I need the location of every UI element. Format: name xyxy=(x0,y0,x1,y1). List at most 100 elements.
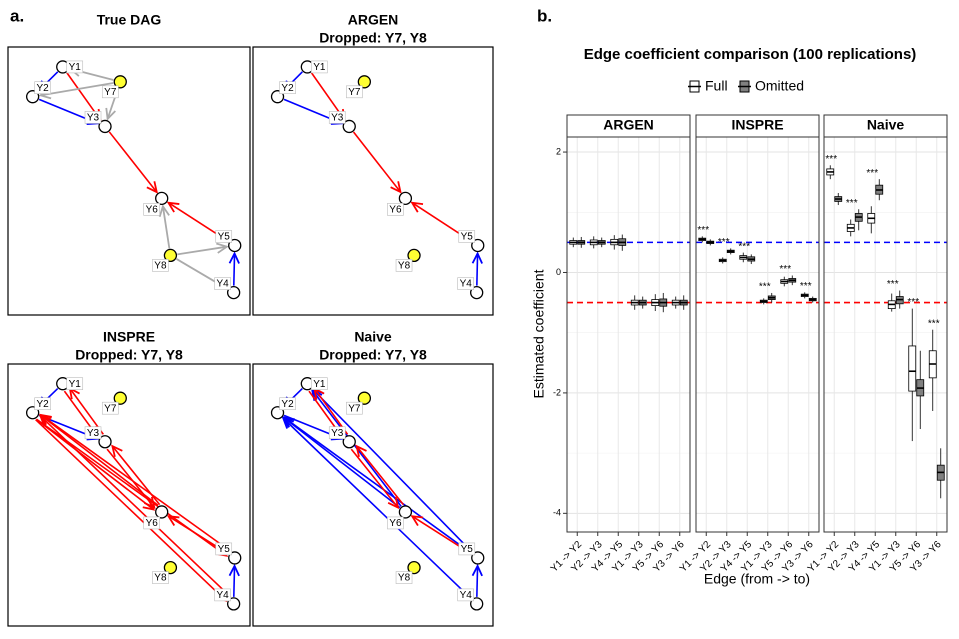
significance-label: *** xyxy=(928,318,940,329)
diagram-frame xyxy=(252,363,494,627)
node-label-box xyxy=(279,397,296,411)
facet-frame xyxy=(823,136,948,533)
node-label-box xyxy=(152,259,169,272)
node-label-box xyxy=(101,85,119,99)
diagram-frame xyxy=(7,46,251,316)
legend-label: Omitted xyxy=(755,78,804,94)
node-label: Y4 xyxy=(460,279,473,290)
arrowhead xyxy=(228,563,240,577)
node xyxy=(113,75,127,89)
arrowhead xyxy=(158,204,170,218)
node xyxy=(155,191,169,206)
arrowhead xyxy=(39,414,52,427)
node-label: Y3 xyxy=(87,113,100,124)
diagram-frame xyxy=(7,363,251,627)
node-label: Y1 xyxy=(313,62,326,73)
node-label: Y2 xyxy=(281,399,294,410)
diagram-title: INSPRE xyxy=(103,329,155,345)
arrowhead xyxy=(410,201,424,213)
node-label: Y1 xyxy=(69,379,82,390)
edge xyxy=(476,253,479,286)
arrowhead xyxy=(166,515,180,527)
edge xyxy=(177,245,227,256)
significance-label: *** xyxy=(866,168,878,179)
node-label-box xyxy=(395,259,413,272)
edge xyxy=(476,565,479,597)
node-label-box xyxy=(152,571,169,584)
facet-frame xyxy=(566,136,691,533)
diagram-title: ARGEN xyxy=(348,12,399,28)
significance-label: *** xyxy=(846,198,858,209)
facet-panel xyxy=(696,137,819,532)
diagram-frame xyxy=(252,46,494,316)
edge xyxy=(35,419,227,602)
arrowhead xyxy=(146,181,159,194)
node-label: Y2 xyxy=(37,399,50,410)
facet-label: INSPRE xyxy=(731,117,783,133)
edge xyxy=(39,415,232,598)
node-label-box xyxy=(215,542,233,556)
facet-frame xyxy=(695,136,820,533)
arrowhead xyxy=(39,413,52,426)
legend-label: Full xyxy=(705,78,728,94)
node xyxy=(113,391,127,405)
node-label-box xyxy=(214,588,231,602)
diagram: True DAG Y1 Y2 Y3 Y4 Y5 Y6 Y7 Y8 xyxy=(7,12,251,316)
node-label-box xyxy=(215,230,233,243)
edge xyxy=(282,417,473,600)
node-label-box xyxy=(279,81,296,94)
node-label-box xyxy=(458,542,476,556)
arrowhead xyxy=(216,242,229,254)
arrowhead xyxy=(282,416,295,428)
significance-label: *** xyxy=(718,237,730,248)
node-label-box xyxy=(328,111,346,124)
node-label-box xyxy=(84,426,102,440)
significance-label: *** xyxy=(800,281,812,292)
node xyxy=(398,505,413,519)
diagram: INSPRE Dropped: Y7, Y8 Y1 Y2 Y3 Y4 Y5 Y6 Y7 Y8 xyxy=(7,329,251,627)
diagram: Naive Dropped: Y7, Y8 Y1 Y2 Y3 Y4 Y5 Y6 Y7 Y8 xyxy=(252,329,494,627)
node-label: Y7 xyxy=(348,403,361,414)
node-label-box xyxy=(458,230,476,243)
node-label: Y6 xyxy=(146,518,159,529)
node-label: Y4 xyxy=(217,590,230,601)
node-label-box xyxy=(311,377,328,390)
node-label-box xyxy=(311,60,328,74)
x-axis-title: Edge (from -> to) xyxy=(704,571,810,587)
edge xyxy=(355,445,404,506)
node xyxy=(398,191,413,206)
edge xyxy=(233,565,236,597)
arrowhead xyxy=(228,251,240,264)
arrowhead xyxy=(142,499,156,511)
diagram: ARGEN Dropped: Y7, Y8 Y1 Y2 Y3 Y4 Y5 Y6 Y7 Y8 xyxy=(252,12,494,316)
node-label-box xyxy=(346,85,363,99)
node-label: Y4 xyxy=(460,590,473,601)
node-label: Y6 xyxy=(389,518,402,529)
facet-panel xyxy=(824,137,947,532)
node-label: Y5 xyxy=(461,544,474,555)
node xyxy=(342,119,356,134)
significance-label: *** xyxy=(887,279,899,290)
node-label-box xyxy=(387,203,404,216)
node-label: Y3 xyxy=(87,428,100,439)
arrowhead xyxy=(471,251,483,264)
arrowhead xyxy=(166,201,180,213)
facet-label: Naive xyxy=(867,117,905,133)
diagram-title: Dropped: Y7, Y8 xyxy=(319,347,427,363)
node-label-box xyxy=(395,571,413,584)
significance-label: *** xyxy=(697,225,709,236)
node-label-box xyxy=(214,277,231,290)
node xyxy=(342,435,356,449)
node-label: Y3 xyxy=(331,428,344,439)
node-label: Y7 xyxy=(104,403,117,414)
node xyxy=(407,560,421,575)
diagram-title: True DAG xyxy=(97,12,162,28)
significance-label: *** xyxy=(779,264,791,275)
edge xyxy=(283,416,401,509)
node-label-box xyxy=(34,81,51,94)
node-label: Y5 xyxy=(218,544,231,555)
node-label: Y7 xyxy=(348,87,361,98)
edge xyxy=(40,414,232,553)
edge xyxy=(312,388,474,554)
